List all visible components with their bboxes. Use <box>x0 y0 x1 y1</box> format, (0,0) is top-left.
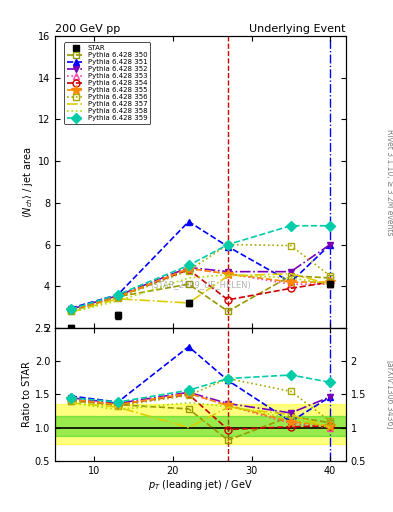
Text: Rivet 3.1.10, ≥ 3.2M events: Rivet 3.1.10, ≥ 3.2M events <box>385 129 393 235</box>
Y-axis label: $\langle N_{ch}\rangle$ / jet area: $\langle N_{ch}\rangle$ / jet area <box>21 146 35 218</box>
Bar <box>55 416 346 436</box>
Text: Underlying Event: Underlying Event <box>249 24 346 34</box>
Y-axis label: Ratio to STAR: Ratio to STAR <box>22 361 32 428</box>
Legend: STAR, Pythia 6.428 350, Pythia 6.428 351, Pythia 6.428 352, Pythia 6.428 353, Py: STAR, Pythia 6.428 350, Pythia 6.428 351… <box>64 42 151 124</box>
Text: [arXiv:1306.3436]: [arXiv:1306.3436] <box>385 360 393 429</box>
X-axis label: $p_T$ (leading jet) / GeV: $p_T$ (leading jet) / GeV <box>148 478 253 493</box>
Bar <box>55 404 346 444</box>
Text: 200 GeV pp: 200 GeV pp <box>55 24 120 34</box>
Text: (STAR_2009_UE_HELEN): (STAR_2009_UE_HELEN) <box>150 280 251 289</box>
